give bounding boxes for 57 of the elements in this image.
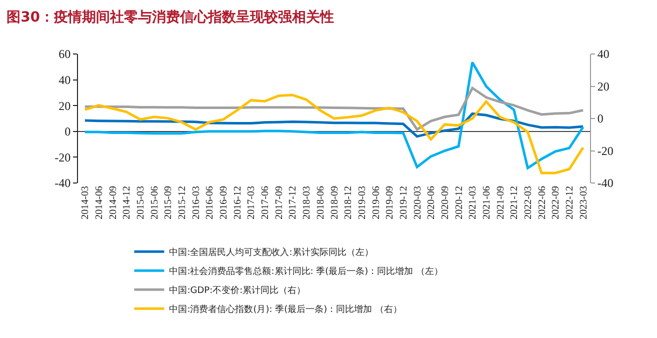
x-tick-label: 2021-03 bbox=[468, 186, 479, 220]
x-tick-label: 2017-12 bbox=[288, 186, 299, 220]
y-tick-label: 20 bbox=[58, 98, 71, 113]
line-series bbox=[84, 112, 584, 138]
y-tick-label: 40 bbox=[58, 73, 71, 87]
y2-tick-label: 40 bbox=[597, 47, 610, 62]
legend-label: 中国:消费者信心指数(月): 季(最后一条) : 同比增加 （右） bbox=[169, 304, 402, 316]
legend-label: 中国:GDP:不变价:累计同比（右） bbox=[169, 285, 306, 296]
x-tick-label: 2022-09 bbox=[550, 186, 562, 220]
chart-title: 图30：疫情期间社零与消费信心指数呈现较强相关性 bbox=[6, 8, 334, 26]
x-tick-label: 2017-06 bbox=[260, 186, 272, 220]
y2-tick-label: 20 bbox=[597, 79, 610, 94]
y-tick-label: 0 bbox=[64, 124, 71, 139]
x-tick-label: 2014-09 bbox=[108, 186, 119, 220]
x-tick-label: 2022-12 bbox=[564, 186, 576, 220]
x-tick-label: 2022-03 bbox=[522, 186, 534, 220]
line-series bbox=[84, 86, 584, 131]
x-tick-label: 2016-03 bbox=[190, 186, 202, 220]
x-tick-label: 2023-03 bbox=[578, 186, 590, 220]
y-tick-label: 60 bbox=[58, 47, 71, 62]
x-tick-label: 2016-09 bbox=[218, 186, 230, 220]
y-tick-label: -20 bbox=[54, 150, 71, 164]
x-tick-label: 2014-06 bbox=[94, 186, 106, 220]
x-tick-label: 2015-09 bbox=[163, 186, 174, 220]
y-tick-label: -40 bbox=[54, 176, 71, 190]
x-tick-label: 2014-03 bbox=[80, 186, 92, 220]
x-tick-label: 2019-09 bbox=[384, 186, 396, 220]
x-tick-label: 2014-12 bbox=[122, 186, 133, 220]
legend-label: 中国:社会消费品零售总额:累计同比: 季(最后一条) : 同比增加 （左） bbox=[169, 266, 443, 278]
y2-tick-label: -20 bbox=[597, 144, 614, 158]
x-tick-label: 2018-12 bbox=[343, 186, 354, 220]
y2-tick-label: -40 bbox=[597, 176, 614, 190]
x-tick-label: 2017-09 bbox=[274, 186, 285, 220]
x-tick-label: 2018-03 bbox=[302, 186, 313, 220]
x-tick-label: 2016-06 bbox=[204, 186, 216, 220]
x-tick-label: 2021-06 bbox=[481, 186, 492, 220]
x-tick-label: 2017-03 bbox=[246, 186, 258, 220]
legend-label: 中国:全国居民人均可支配收入:累计实际同比（左） bbox=[169, 247, 374, 258]
x-tick-label: 2020-09 bbox=[440, 186, 451, 220]
x-tick-label: 2022-06 bbox=[536, 186, 548, 220]
x-tick-label: 2020-12 bbox=[454, 186, 465, 220]
x-tick-label: 2015-12 bbox=[177, 186, 188, 220]
x-tick-label: 2019-12 bbox=[398, 186, 410, 220]
line-series bbox=[84, 94, 584, 174]
x-tick-label: 2021-09 bbox=[495, 186, 506, 220]
x-tick-label: 2015-03 bbox=[136, 186, 147, 220]
line-series bbox=[84, 61, 584, 170]
x-tick-label: 2021-12 bbox=[509, 186, 520, 220]
x-tick-label: 2019-03 bbox=[356, 186, 368, 220]
x-tick-label: 2019-06 bbox=[370, 186, 382, 220]
x-tick-label: 2018-06 bbox=[315, 186, 326, 220]
x-tick-label: 2015-06 bbox=[149, 186, 160, 220]
x-tick-label: 2020-06 bbox=[426, 186, 438, 220]
x-tick-label: 2018-09 bbox=[329, 186, 340, 220]
x-tick-label: 2020-03 bbox=[412, 186, 424, 220]
y2-tick-label: 0 bbox=[597, 112, 604, 126]
x-tick-label: 2016-12 bbox=[232, 186, 244, 220]
